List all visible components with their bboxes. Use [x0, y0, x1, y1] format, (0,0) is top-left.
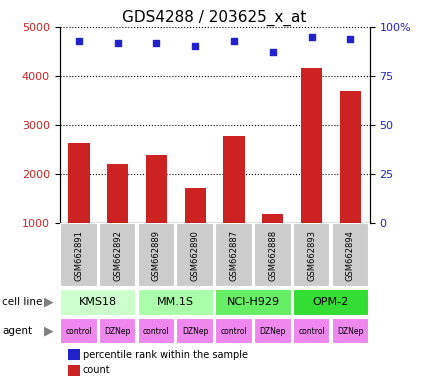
Bar	[184, 189, 206, 271]
Bar	[215, 318, 253, 344]
Text: GSM662893: GSM662893	[307, 230, 316, 281]
Text: DZNep: DZNep	[105, 327, 131, 336]
Text: DZNep: DZNep	[337, 327, 363, 336]
Bar	[146, 155, 167, 271]
Text: control: control	[143, 327, 170, 336]
Point	[114, 40, 121, 46]
Bar	[293, 289, 369, 316]
Bar	[68, 143, 90, 271]
Bar	[60, 289, 136, 316]
Text: KMS18: KMS18	[79, 297, 117, 308]
Bar	[254, 318, 292, 344]
Text: ▶: ▶	[44, 325, 54, 338]
Text: OPM-2: OPM-2	[313, 297, 349, 308]
Bar	[176, 318, 214, 344]
Point	[308, 34, 315, 40]
Bar	[176, 223, 214, 287]
Bar	[293, 318, 330, 344]
Text: GSM662892: GSM662892	[113, 230, 122, 281]
Text: GSM662894: GSM662894	[346, 230, 355, 281]
Text: agent: agent	[2, 326, 32, 336]
Bar	[215, 223, 253, 287]
Text: control: control	[65, 327, 92, 336]
Text: count: count	[83, 365, 110, 375]
Bar	[262, 214, 283, 271]
Bar	[99, 223, 136, 287]
Text: control: control	[298, 327, 325, 336]
Point	[269, 49, 276, 55]
Text: DZNep: DZNep	[182, 327, 208, 336]
Bar	[138, 223, 175, 287]
Text: GSM662888: GSM662888	[268, 230, 277, 281]
Bar	[340, 91, 361, 271]
Bar	[107, 164, 128, 271]
Title: GDS4288 / 203625_x_at: GDS4288 / 203625_x_at	[122, 9, 307, 25]
Text: GSM662890: GSM662890	[191, 230, 200, 281]
Text: NCI-H929: NCI-H929	[227, 297, 280, 308]
Bar	[293, 223, 330, 287]
Point	[231, 38, 238, 44]
Point	[347, 36, 354, 42]
Bar	[254, 223, 292, 287]
Bar	[301, 68, 322, 271]
Text: GSM662891: GSM662891	[74, 230, 83, 281]
Bar	[332, 223, 369, 287]
Bar	[60, 318, 98, 344]
Point	[192, 43, 198, 50]
Bar	[99, 318, 136, 344]
Point	[76, 38, 82, 44]
Text: percentile rank within the sample: percentile rank within the sample	[83, 350, 248, 360]
Text: ▶: ▶	[44, 296, 54, 309]
Bar	[224, 136, 245, 271]
Bar	[332, 318, 369, 344]
Bar	[138, 318, 175, 344]
Text: MM.1S: MM.1S	[157, 297, 194, 308]
Bar	[60, 223, 98, 287]
Text: GSM662887: GSM662887	[230, 230, 238, 281]
Text: cell line: cell line	[2, 297, 42, 308]
Bar	[215, 289, 292, 316]
Bar	[138, 289, 214, 316]
Text: GSM662889: GSM662889	[152, 230, 161, 281]
Text: DZNep: DZNep	[260, 327, 286, 336]
Point	[153, 40, 160, 46]
Text: control: control	[221, 327, 247, 336]
